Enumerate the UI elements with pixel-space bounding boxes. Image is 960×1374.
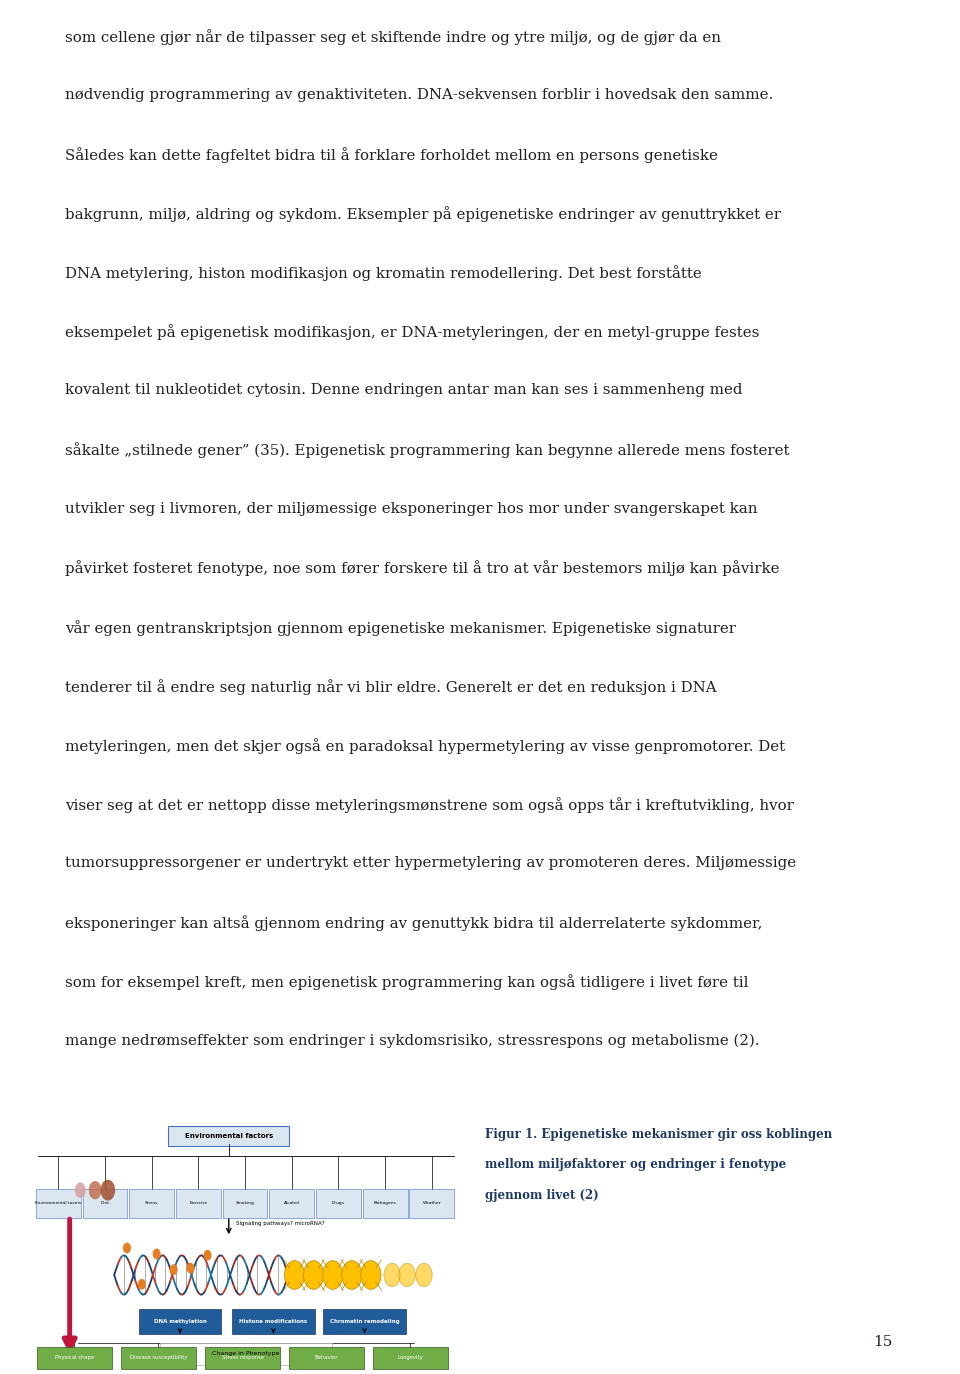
Text: eksempelet på epigenetisk modifikasjon, er DNA-metyleringen, der en metyl-gruppe: eksempelet på epigenetisk modifikasjon, …: [65, 324, 759, 341]
Text: Histone modifications: Histone modifications: [239, 1319, 307, 1323]
Circle shape: [124, 1243, 131, 1253]
Text: Disease susceptibility: Disease susceptibility: [130, 1355, 187, 1360]
FancyBboxPatch shape: [363, 1189, 407, 1217]
Text: Figur 1. Epigenetiske mekanismer gir oss koblingen: Figur 1. Epigenetiske mekanismer gir oss…: [485, 1128, 832, 1140]
Text: nødvendig programmering av genaktiviteten. DNA-sekvensen forblir i hovedsak den : nødvendig programmering av genaktivitete…: [65, 88, 774, 102]
FancyBboxPatch shape: [270, 1189, 314, 1217]
Text: Diet: Diet: [101, 1201, 109, 1205]
Text: såkalte „stilnede gener” (35). Epigenetisk programmering kan begynne allerede me: såkalte „stilnede gener” (35). Epigeneti…: [65, 442, 790, 459]
Text: viser seg at det er nettopp disse metyleringsmønstrene som også opps tår i kreft: viser seg at det er nettopp disse metyle…: [65, 797, 794, 813]
FancyBboxPatch shape: [372, 1347, 448, 1369]
Circle shape: [303, 1261, 324, 1289]
Text: Environmental toxins: Environmental toxins: [36, 1201, 82, 1205]
Circle shape: [187, 1264, 194, 1272]
Text: Change in Phenotype: Change in Phenotype: [212, 1352, 279, 1356]
Circle shape: [384, 1263, 400, 1287]
FancyBboxPatch shape: [130, 1189, 174, 1217]
Text: som for eksempel kreft, men epigenetisk programmering kan også tidligere i livet: som for eksempel kreft, men epigenetisk …: [65, 974, 749, 991]
Text: Exercise: Exercise: [189, 1201, 207, 1205]
FancyBboxPatch shape: [138, 1309, 221, 1334]
Text: 15: 15: [874, 1336, 893, 1349]
Text: Pathogens: Pathogens: [373, 1201, 396, 1205]
FancyBboxPatch shape: [83, 1189, 128, 1217]
Circle shape: [284, 1261, 304, 1289]
Text: DNA methylation: DNA methylation: [154, 1319, 206, 1323]
FancyBboxPatch shape: [324, 1309, 406, 1334]
Circle shape: [154, 1249, 160, 1259]
Text: gjennom livet (2): gjennom livet (2): [485, 1189, 598, 1201]
FancyBboxPatch shape: [316, 1189, 361, 1217]
Circle shape: [398, 1263, 416, 1287]
Text: Longevity: Longevity: [397, 1355, 423, 1360]
Text: Weather: Weather: [422, 1201, 441, 1205]
Text: Physical shape: Physical shape: [55, 1355, 94, 1360]
Circle shape: [75, 1183, 85, 1198]
Text: Stress: Stress: [145, 1201, 158, 1205]
Circle shape: [323, 1261, 343, 1289]
Text: DNA metylering, histon modifikasjon og kromatin remodellering. Det best forstått: DNA metylering, histon modifikasjon og k…: [65, 265, 702, 282]
FancyBboxPatch shape: [204, 1347, 280, 1369]
Circle shape: [342, 1261, 362, 1289]
Circle shape: [361, 1261, 381, 1289]
FancyBboxPatch shape: [409, 1189, 454, 1217]
Text: metyleringen, men det skjer også en paradoksal hypermetylering av visse genpromo: metyleringen, men det skjer også en para…: [65, 738, 785, 754]
FancyBboxPatch shape: [232, 1309, 315, 1334]
Text: som cellene gjør når de tilpasser seg et skiftende indre og ytre miljø, og de gj: som cellene gjør når de tilpasser seg et…: [65, 29, 721, 45]
Text: Stress response: Stress response: [222, 1355, 264, 1360]
Text: mange nedrømseffekter som endringer i sykdomsrisiko, stressrespons og metabolism: mange nedrømseffekter som endringer i sy…: [65, 1033, 759, 1047]
Text: eksponeringer kan altså gjennom endring av genuttykk bidra til alderrelaterte sy: eksponeringer kan altså gjennom endring …: [65, 915, 762, 932]
Text: tenderer til å endre seg naturlig når vi blir eldre. Generelt er det en reduksjo: tenderer til å endre seg naturlig når vi…: [65, 679, 717, 695]
Text: Alcohol: Alcohol: [284, 1201, 300, 1205]
Text: Environmental factors: Environmental factors: [184, 1134, 273, 1139]
FancyBboxPatch shape: [36, 1347, 112, 1369]
FancyBboxPatch shape: [289, 1347, 365, 1369]
Circle shape: [416, 1263, 432, 1287]
Text: Således kan dette fagfeltet bidra til å forklare forholdet mellom en persons gen: Således kan dette fagfeltet bidra til å …: [65, 147, 718, 164]
Circle shape: [204, 1250, 211, 1260]
Text: Chromatin remodeling: Chromatin remodeling: [329, 1319, 399, 1323]
Text: Behavior: Behavior: [315, 1355, 338, 1360]
Text: påvirket fosteret fenotype, noe som fører forskere til å tro at vår bestemors mi: påvirket fosteret fenotype, noe som føre…: [65, 561, 780, 577]
FancyBboxPatch shape: [223, 1189, 268, 1217]
Text: vår egen gentranskriptsjon gjennom epigenetiske mekanismer. Epigenetiske signatu: vår egen gentranskriptsjon gjennom epige…: [65, 620, 736, 636]
Text: utvikler seg i livmoren, der miljømessige eksponeringer hos mor under svangerska: utvikler seg i livmoren, der miljømessig…: [65, 502, 757, 515]
Text: Signaling pathways? microRNA?: Signaling pathways? microRNA?: [236, 1221, 325, 1227]
Circle shape: [170, 1265, 177, 1274]
FancyBboxPatch shape: [36, 1189, 81, 1217]
FancyBboxPatch shape: [160, 1342, 331, 1366]
Text: tumorsuppressorgener er undertrykt etter hypermetylering av promoteren deres. Mi: tumorsuppressorgener er undertrykt etter…: [65, 856, 797, 870]
Text: kovalent til nukleotidet cytosin. Denne endringen antar man kan ses i sammenheng: kovalent til nukleotidet cytosin. Denne …: [65, 383, 743, 397]
Text: Smoking: Smoking: [235, 1201, 254, 1205]
Text: bakgrunn, miljø, aldring og sykdom. Eksempler på epigenetiske endringer av genut: bakgrunn, miljø, aldring og sykdom. Ekse…: [65, 206, 781, 223]
Text: mellom miljøfaktorer og endringer i fenotype: mellom miljøfaktorer og endringer i feno…: [485, 1158, 786, 1171]
FancyBboxPatch shape: [121, 1347, 196, 1369]
FancyBboxPatch shape: [176, 1189, 221, 1217]
Circle shape: [88, 1182, 102, 1200]
FancyBboxPatch shape: [168, 1127, 289, 1146]
Circle shape: [101, 1180, 115, 1201]
Text: Drugs: Drugs: [332, 1201, 345, 1205]
Circle shape: [138, 1279, 145, 1289]
